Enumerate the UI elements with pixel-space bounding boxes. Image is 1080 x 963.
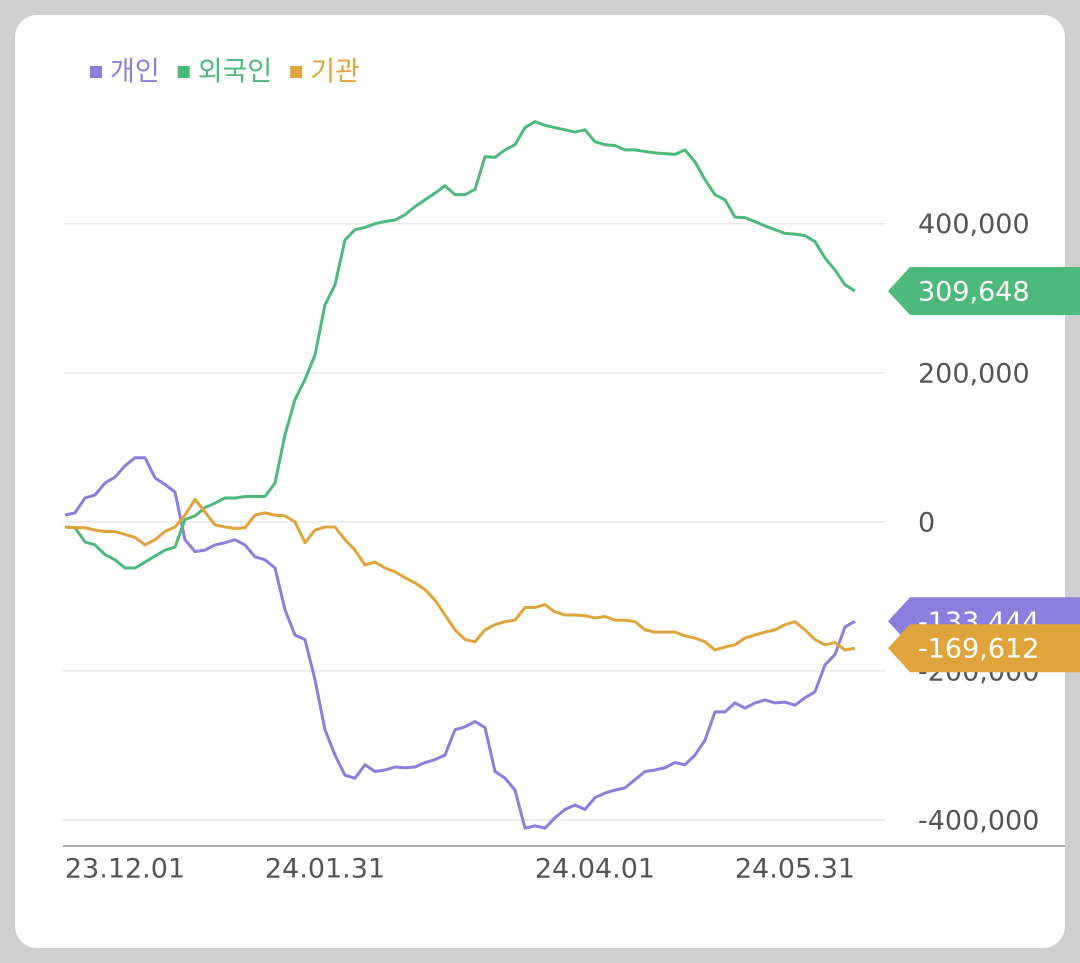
x-tick-label: 23.12.01 bbox=[65, 854, 185, 885]
legend-swatch bbox=[290, 66, 303, 78]
legend-label: 기관 bbox=[310, 57, 360, 88]
end-tag bbox=[888, 624, 1080, 673]
y-tick-label: 200,000 bbox=[918, 358, 1030, 389]
x-tick-label: 24.01.31 bbox=[265, 854, 385, 885]
legend-swatch bbox=[90, 66, 102, 78]
y-tick-label: 0 bbox=[918, 507, 935, 538]
legend-label: 개인 bbox=[110, 57, 160, 88]
end-tag bbox=[888, 267, 1080, 316]
series-line bbox=[64, 120, 856, 570]
y-tick-label: 400,000 bbox=[918, 209, 1030, 240]
series-line bbox=[64, 456, 856, 830]
end-tag-label: -169,612 bbox=[918, 634, 1039, 665]
legend-swatch bbox=[177, 66, 190, 78]
y-tick-label: -400,000 bbox=[918, 805, 1039, 836]
x-tick-label: 24.05.31 bbox=[735, 854, 855, 885]
end-tag-label: 309,648 bbox=[918, 277, 1030, 308]
x-tick-label: 24.04.01 bbox=[535, 854, 655, 885]
card bbox=[15, 15, 1065, 948]
legend-label: 외국인 bbox=[198, 57, 273, 88]
series-line bbox=[64, 497, 856, 652]
